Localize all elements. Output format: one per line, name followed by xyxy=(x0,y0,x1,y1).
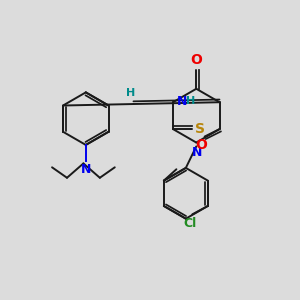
Text: N: N xyxy=(191,146,202,159)
Text: O: O xyxy=(190,53,202,67)
Text: H: H xyxy=(127,88,136,98)
Text: N: N xyxy=(177,95,188,108)
Text: H: H xyxy=(186,96,196,106)
Text: O: O xyxy=(195,138,207,152)
Text: Cl: Cl xyxy=(183,217,196,230)
Text: N: N xyxy=(81,164,91,176)
Text: S: S xyxy=(195,122,205,136)
